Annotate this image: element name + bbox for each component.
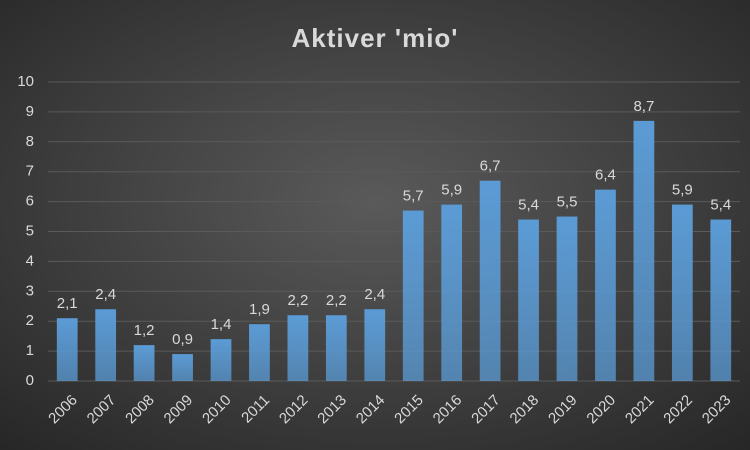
value-label: 5,9 bbox=[441, 182, 462, 199]
bar bbox=[633, 120, 655, 382]
y-tick-label: 2 bbox=[26, 312, 34, 329]
value-label: 1,9 bbox=[249, 301, 270, 318]
y-tick-label: 3 bbox=[26, 282, 34, 299]
bar bbox=[710, 219, 732, 381]
bar bbox=[556, 216, 578, 381]
value-label: 2,2 bbox=[287, 292, 308, 309]
bar bbox=[402, 210, 424, 381]
y-tick-label: 4 bbox=[26, 252, 34, 269]
chart-title: Aktiver 'mio' bbox=[292, 23, 459, 53]
bar bbox=[56, 318, 78, 381]
bar bbox=[671, 204, 693, 381]
value-label: 1,4 bbox=[211, 316, 232, 333]
value-label: 2,4 bbox=[95, 286, 116, 303]
bar bbox=[210, 339, 232, 381]
bar bbox=[364, 309, 386, 381]
bar bbox=[595, 189, 616, 381]
bar bbox=[172, 354, 193, 381]
value-label: 0,9 bbox=[172, 331, 193, 348]
value-label: 5,4 bbox=[710, 197, 731, 214]
value-label: 5,9 bbox=[672, 182, 693, 199]
y-tick-label: 10 bbox=[17, 73, 34, 90]
value-label: 1,2 bbox=[134, 322, 155, 339]
y-tick-label: 5 bbox=[26, 222, 34, 239]
value-label: 2,1 bbox=[57, 295, 78, 312]
y-tick-label: 6 bbox=[26, 193, 34, 210]
value-label: 2,2 bbox=[326, 292, 347, 309]
bar bbox=[518, 219, 539, 381]
bar bbox=[479, 180, 501, 381]
bar bbox=[287, 315, 309, 381]
value-label: 6,7 bbox=[480, 158, 501, 175]
bar bbox=[325, 315, 347, 381]
value-label: 2,4 bbox=[364, 286, 385, 303]
value-label: 5,4 bbox=[518, 197, 539, 214]
y-tick-label: 0 bbox=[26, 372, 34, 389]
y-tick-label: 8 bbox=[26, 133, 34, 150]
y-tick-label: 9 bbox=[26, 103, 34, 120]
y-tick-label: 1 bbox=[26, 342, 34, 359]
bar bbox=[441, 204, 463, 381]
y-tick-label: 7 bbox=[26, 163, 34, 180]
bar bbox=[95, 309, 117, 381]
value-label: 5,5 bbox=[557, 194, 578, 211]
bar bbox=[249, 324, 270, 381]
bar bbox=[133, 345, 155, 381]
value-label: 5,7 bbox=[403, 188, 424, 205]
value-label: 6,4 bbox=[595, 167, 616, 184]
value-label: 8,7 bbox=[633, 98, 654, 115]
